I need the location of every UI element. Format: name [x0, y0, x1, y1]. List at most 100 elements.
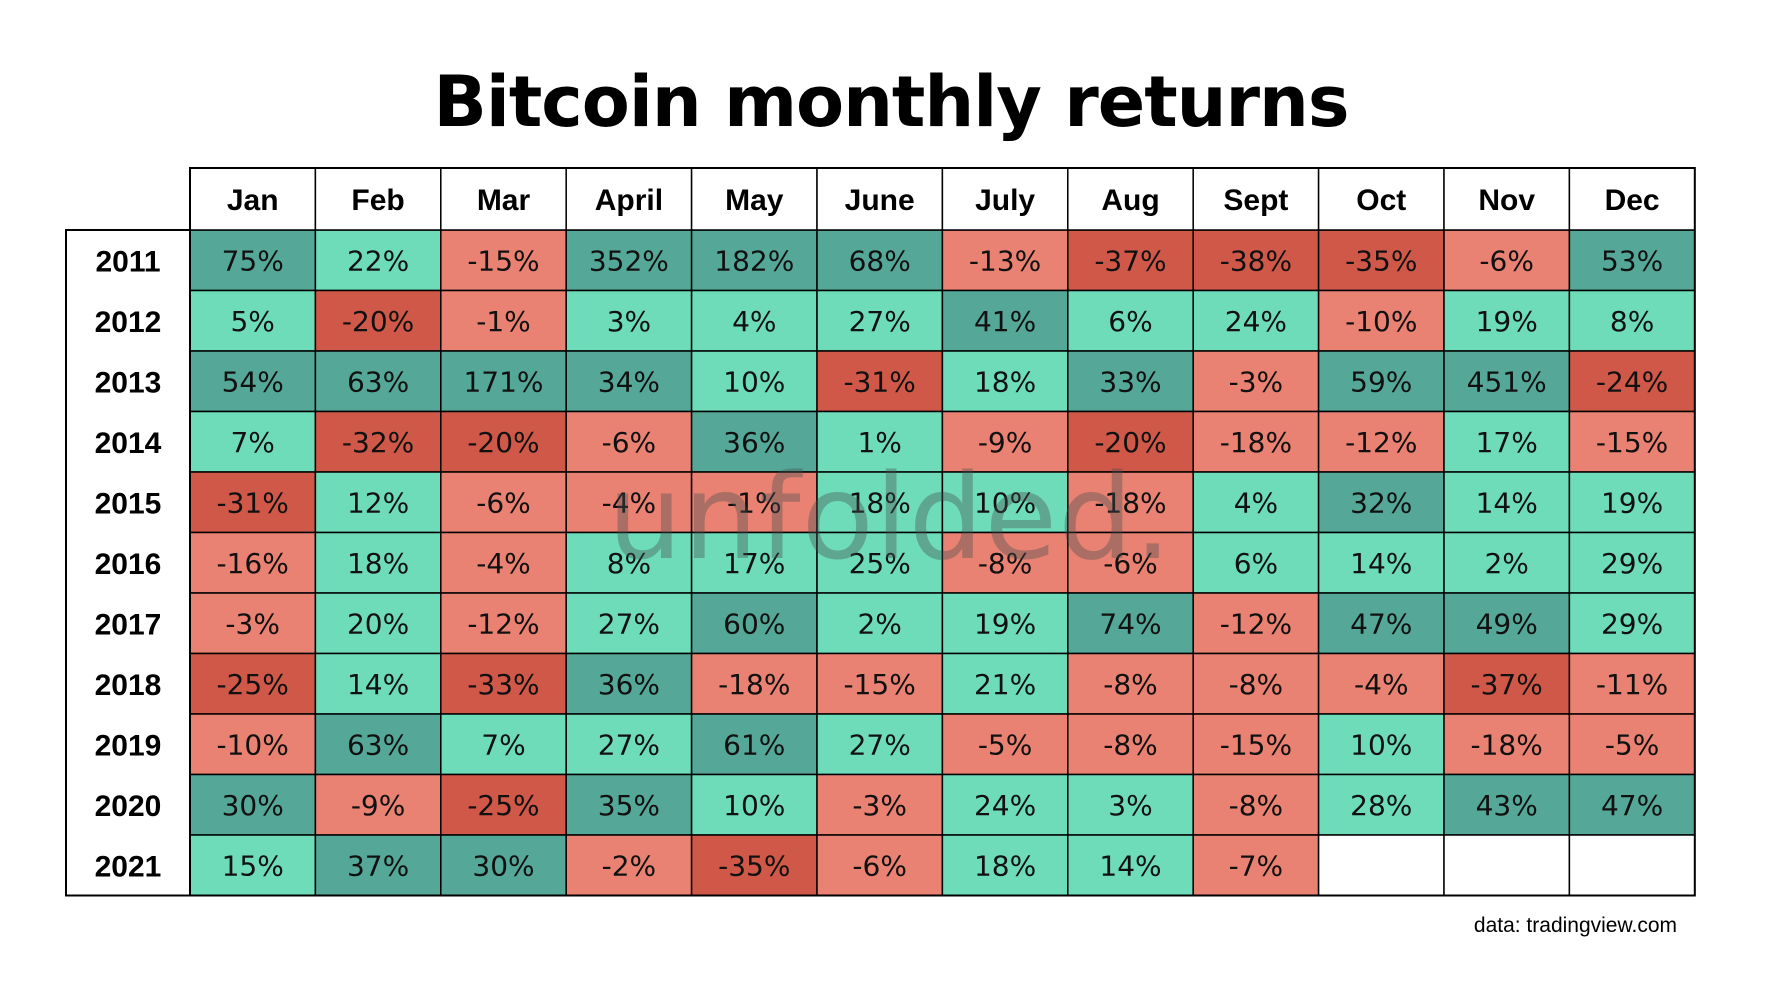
heatmap-cell	[816, 773, 944, 836]
heatmap-cell	[1568, 289, 1696, 352]
heatmap-cell	[1568, 531, 1696, 594]
data-source-note: data: tradingview.com	[1473, 914, 1677, 937]
cell-value-label: -12%	[467, 607, 539, 640]
row-header-cell	[66, 835, 190, 896]
cell-value-label: 14%	[347, 668, 409, 701]
heatmap-cell	[1568, 410, 1696, 473]
row-header-label: 2016	[95, 548, 162, 581]
heatmap-cell	[816, 350, 944, 413]
cell-value-label: -1%	[727, 486, 782, 519]
cell-value-label: 10%	[1350, 728, 1412, 761]
cell-value-label: 19%	[1601, 486, 1663, 519]
cell-value-label: -6%	[852, 849, 907, 882]
heatmap-cell	[690, 592, 818, 655]
cell-value-label: 61%	[723, 728, 785, 761]
cell-value-label: -20%	[467, 426, 539, 459]
heatmap-cell	[314, 350, 442, 413]
heatmap-cell	[565, 471, 693, 534]
row-header-cell	[66, 593, 190, 654]
cell-value-label: 7%	[481, 728, 525, 761]
heatmap-cell	[941, 350, 1069, 413]
cell-value-label: 15%	[222, 849, 284, 882]
cell-value-label: -18%	[718, 668, 790, 701]
cell-value-label: -12%	[1345, 426, 1417, 459]
column-header-cell	[1067, 167, 1194, 231]
column-header-label: Sept	[1223, 184, 1288, 217]
heatmap-cell	[690, 410, 818, 473]
cell-value-label: 14%	[1476, 486, 1538, 519]
table-border	[189, 167, 1696, 897]
heatmap-cell	[1317, 834, 1445, 897]
heatmap-cell	[565, 289, 693, 352]
cell-value-label: 20%	[347, 607, 409, 640]
cell-value-label: -6%	[476, 486, 531, 519]
cell-value-label: 8%	[1610, 305, 1654, 338]
cell-value-label: -25%	[467, 789, 539, 822]
cell-value-label: 2%	[857, 607, 901, 640]
heatmap-cell	[314, 531, 442, 594]
cell-value-label: 60%	[723, 607, 785, 640]
cell-value-label: 36%	[723, 426, 785, 459]
heatmap-cell	[440, 229, 567, 292]
heatmap-cell	[941, 531, 1069, 594]
cell-value-label: -15%	[1220, 728, 1292, 761]
cell-value-label: -6%	[602, 426, 657, 459]
heatmap-cell	[189, 229, 317, 292]
row-header-label: 2020	[95, 790, 162, 823]
cell-value-label: 10%	[723, 365, 785, 398]
cell-value-label: -9%	[351, 789, 406, 822]
heatmap-cell	[1443, 410, 1571, 473]
heatmap-cell	[440, 773, 567, 836]
cell-value-label: 22%	[347, 244, 409, 277]
heatmap-cell	[1317, 289, 1445, 352]
cell-value-label: -6%	[1479, 244, 1534, 277]
heatmap-cell	[816, 652, 944, 715]
cell-value-label: -8%	[1229, 668, 1284, 701]
heatmap-cell	[1067, 531, 1194, 594]
cell-value-label: 27%	[598, 607, 660, 640]
cell-value-label: 36%	[598, 668, 660, 701]
heatmap-cell	[1317, 471, 1445, 534]
heatmap-cell	[1568, 834, 1696, 897]
row-header-label: 2014	[95, 427, 162, 460]
cell-value-label: -35%	[718, 849, 790, 882]
cell-value-label: -5%	[978, 728, 1033, 761]
cell-value-label: 32%	[1350, 486, 1412, 519]
heatmap-cell	[1443, 773, 1571, 836]
heatmap-cell	[690, 652, 818, 715]
heatmap-cell	[816, 289, 944, 352]
cell-value-label: -4%	[476, 547, 531, 580]
heatmap-cell	[440, 410, 567, 473]
heatmap-cell	[314, 471, 442, 534]
heatmap-cell	[1067, 713, 1194, 776]
cell-value-label: 37%	[347, 849, 409, 882]
row-header-cell	[66, 472, 190, 533]
cell-value-label: 1%	[857, 426, 901, 459]
row-header-label: 2015	[95, 487, 162, 520]
cell-value-label: -8%	[1103, 728, 1158, 761]
heatmap-cell	[1192, 229, 1320, 292]
row-header-cell	[66, 230, 190, 291]
cell-value-label: 53%	[1601, 244, 1663, 277]
heatmap-cell	[1067, 834, 1194, 897]
cell-value-label: 6%	[1234, 547, 1278, 580]
heatmap-cell	[690, 531, 818, 594]
column-header-label: Nov	[1478, 184, 1535, 217]
cell-value-label: 3%	[1108, 789, 1152, 822]
column-header-label: Mar	[477, 184, 531, 217]
heatmap-cell	[941, 471, 1069, 534]
cell-value-label: 30%	[222, 789, 284, 822]
row-header-label: 2021	[95, 850, 162, 883]
cell-value-label: -16%	[217, 547, 289, 580]
row-header-cell	[66, 532, 190, 593]
heatmap-cell	[565, 531, 693, 594]
heatmap-cell	[941, 834, 1069, 897]
cell-value-label: 27%	[598, 728, 660, 761]
cell-value-label: -24%	[1596, 365, 1668, 398]
heatmap-cell	[440, 652, 567, 715]
cell-value-label: -9%	[978, 426, 1033, 459]
cell-value-label: 5%	[230, 305, 274, 338]
heatmap-cell	[565, 713, 693, 776]
heatmap-cell	[816, 592, 944, 655]
cell-value-label: -18%	[1471, 728, 1543, 761]
